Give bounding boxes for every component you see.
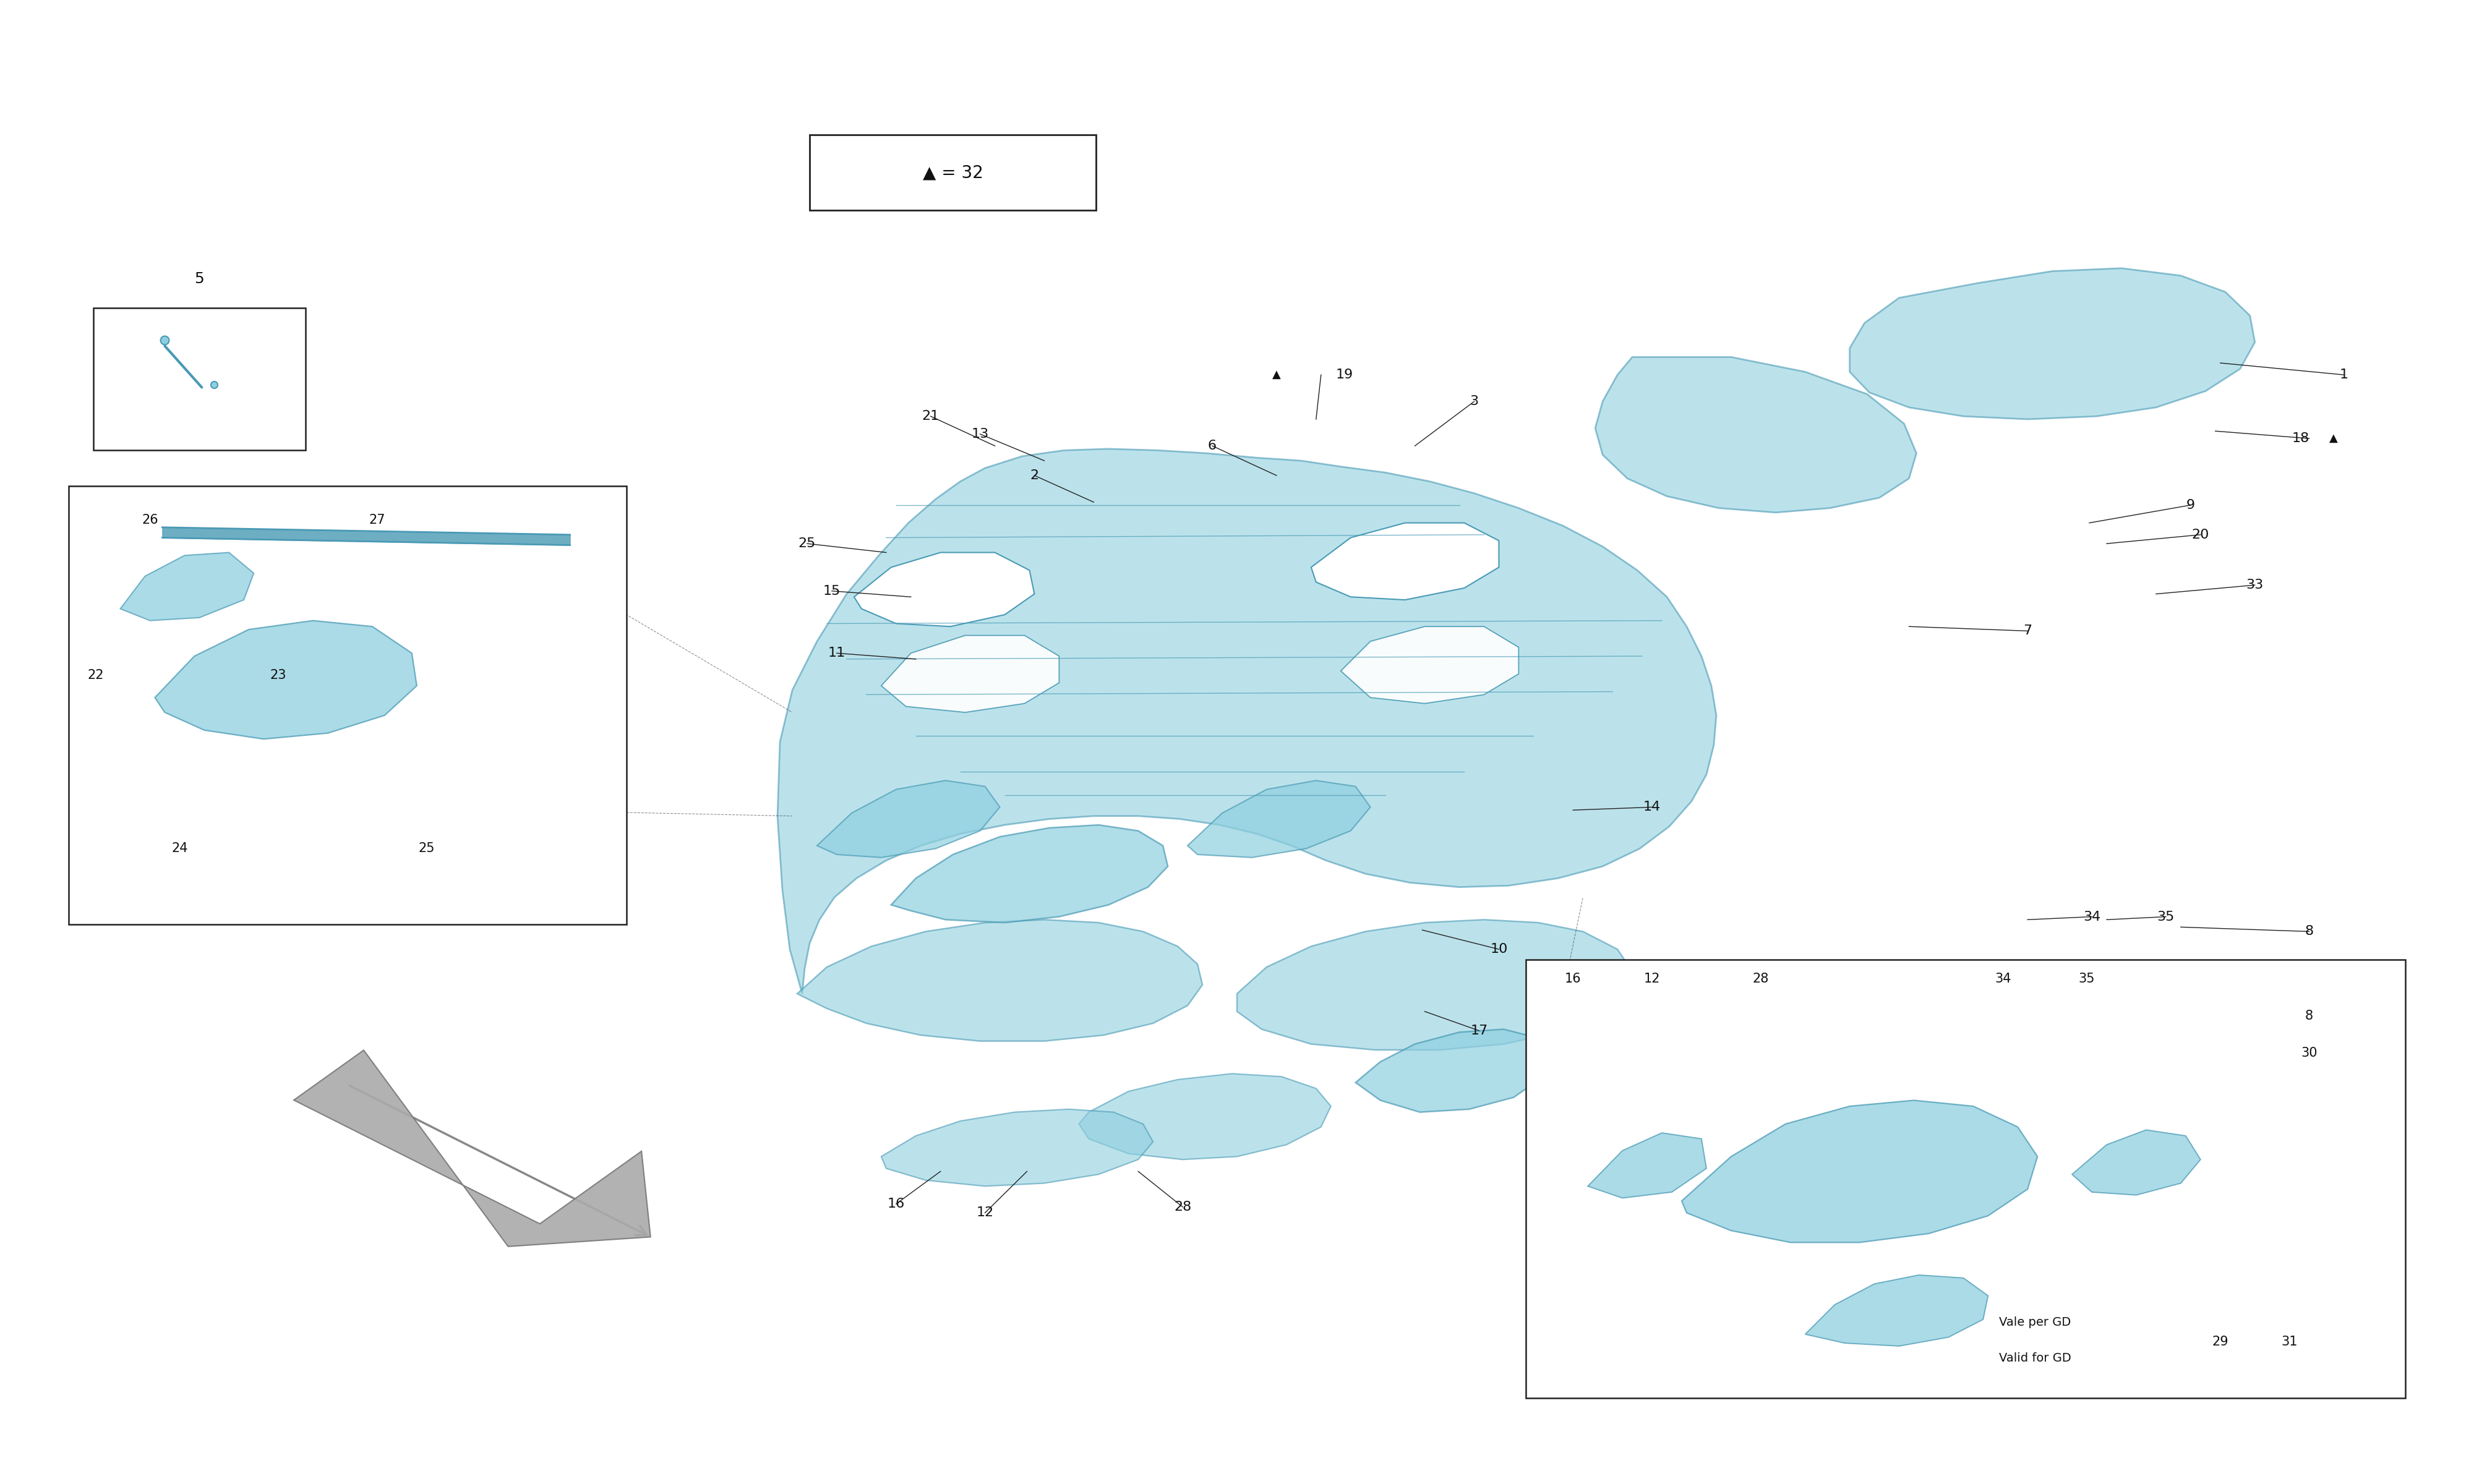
Text: 10: 10: [1489, 944, 1507, 956]
Text: 29: 29: [2212, 1336, 2229, 1347]
Text: 28: 28: [1752, 972, 1769, 985]
FancyBboxPatch shape: [69, 485, 626, 925]
Text: 20: 20: [2192, 528, 2209, 540]
Text: 22: 22: [87, 669, 104, 681]
Text: 16: 16: [1564, 972, 1581, 985]
Text: 27: 27: [369, 513, 386, 527]
Text: ▲: ▲: [2328, 433, 2338, 444]
FancyBboxPatch shape: [809, 135, 1096, 211]
Polygon shape: [1356, 1030, 1554, 1112]
Polygon shape: [1588, 1132, 1707, 1198]
Text: 30: 30: [2291, 987, 2308, 1000]
Text: 14: 14: [1643, 801, 1660, 813]
Polygon shape: [1596, 358, 1917, 512]
Polygon shape: [777, 448, 1717, 994]
Text: Vale per GD: Vale per GD: [1999, 1316, 2071, 1328]
Polygon shape: [816, 781, 999, 858]
Text: 31: 31: [2281, 1336, 2298, 1347]
Text: 18: 18: [2291, 432, 2308, 445]
Text: 13: 13: [972, 427, 990, 441]
Polygon shape: [2073, 1129, 2199, 1195]
Text: 7: 7: [2024, 625, 2031, 637]
Text: 15: 15: [824, 585, 841, 597]
Text: Valid for GD: Valid for GD: [1999, 1352, 2071, 1364]
Text: 25: 25: [799, 537, 816, 549]
Text: 4: 4: [1593, 1083, 1603, 1097]
Text: 35: 35: [2078, 972, 2095, 985]
Text: 35: 35: [2157, 911, 2175, 923]
FancyBboxPatch shape: [94, 309, 307, 450]
Text: ▲: ▲: [1272, 370, 1282, 380]
Polygon shape: [1311, 522, 1499, 600]
Polygon shape: [891, 825, 1168, 923]
Text: 31: 31: [2291, 1106, 2308, 1119]
Text: 9: 9: [2187, 499, 2194, 512]
Text: 29: 29: [2291, 1064, 2308, 1077]
Polygon shape: [797, 920, 1202, 1042]
Polygon shape: [1806, 1275, 1989, 1346]
Polygon shape: [1237, 920, 1633, 1051]
Text: 8: 8: [2306, 1009, 2313, 1022]
Text: 3: 3: [1470, 395, 1479, 408]
Text: 23: 23: [270, 669, 287, 681]
Polygon shape: [854, 552, 1034, 626]
Text: 11: 11: [829, 647, 846, 659]
Text: 6: 6: [1207, 439, 1217, 453]
Text: 34: 34: [1994, 972, 2011, 985]
Polygon shape: [294, 1051, 651, 1247]
Text: 12: 12: [1643, 972, 1660, 985]
Polygon shape: [881, 1109, 1153, 1186]
Text: 5: 5: [195, 272, 205, 286]
Polygon shape: [881, 635, 1059, 712]
Text: 12: 12: [977, 1206, 995, 1218]
Polygon shape: [156, 620, 416, 739]
Polygon shape: [1079, 1073, 1331, 1159]
Text: 30: 30: [2301, 1046, 2318, 1060]
Polygon shape: [1341, 626, 1519, 703]
Polygon shape: [121, 552, 255, 620]
Polygon shape: [1682, 1100, 2039, 1242]
Text: 8: 8: [2306, 926, 2313, 938]
Text: 26: 26: [141, 513, 158, 527]
Text: 28: 28: [1173, 1201, 1192, 1212]
Text: 16: 16: [888, 1198, 905, 1209]
Polygon shape: [1188, 781, 1371, 858]
Text: 24: 24: [171, 843, 188, 855]
Text: 34: 34: [2083, 911, 2100, 923]
Text: 33: 33: [2246, 579, 2264, 591]
Text: 2: 2: [1029, 469, 1039, 482]
Text: 1: 1: [2340, 368, 2348, 381]
Text: 19: 19: [1336, 368, 1353, 381]
Text: ▲ = 32: ▲ = 32: [923, 165, 982, 181]
Polygon shape: [1851, 269, 2254, 420]
Text: 21: 21: [923, 410, 940, 423]
Text: 17: 17: [1470, 1024, 1487, 1037]
Text: 25: 25: [418, 843, 435, 855]
FancyBboxPatch shape: [1526, 960, 2405, 1398]
